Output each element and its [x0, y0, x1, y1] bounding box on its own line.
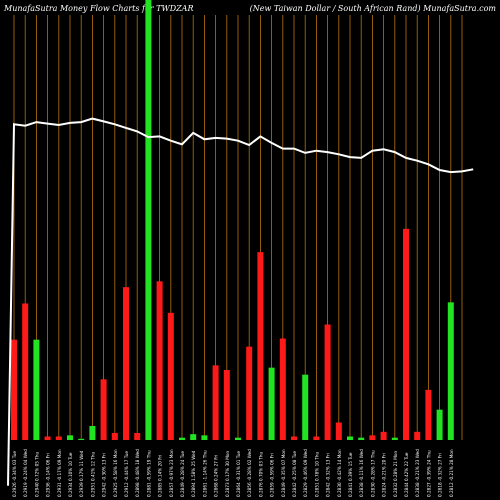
volume-bar: [279, 338, 286, 440]
x-tick-label: 0.2885 0.14% 20 Fri: [158, 455, 163, 497]
volume-bar: [67, 435, 73, 440]
x-tick-label: 0.2818 -0.32% 27 Fri: [438, 453, 443, 497]
x-tick-label: 0.2876 0.70% 03 Thu: [258, 452, 263, 497]
x-tick-label: 0.2925 -0.58% 16 Mon: [113, 449, 118, 497]
x-tick-label: 0.2936 -0.14% 06 Fri: [46, 453, 51, 497]
volume-bar: [291, 436, 297, 440]
x-tick-label: 0.2859 -0.59% 06 Fri: [270, 453, 275, 497]
volume-bar: [403, 228, 409, 440]
x-tick-label: 0.2873 0.17% 30 Mon: [225, 451, 230, 497]
x-tick-label: 0.2942 -0.30% 13 Fri: [102, 453, 107, 497]
volume-bar: [235, 437, 241, 440]
x-tick-label: 0.2844 0.42% 22 Tue: [404, 452, 409, 497]
volume-bar: [55, 436, 62, 440]
volume-bar: [347, 436, 353, 440]
price-line-layer: [7, 117, 474, 486]
x-tick-label: 0.2841 0.39% 15 Tue: [348, 452, 353, 497]
x-tick-label: 0.2881 -0.59% 19 Thu: [146, 450, 151, 497]
x-tick-label: 0.2894 1.58% 25 Wed: [191, 450, 196, 497]
volume-bar: [391, 437, 398, 440]
volume-bar: [22, 303, 29, 440]
volume-bar: [111, 433, 118, 440]
x-tick-label: 0.2838 -0.11% 16 Wed: [359, 449, 364, 497]
volume-bar: [134, 433, 141, 440]
volume-bar: [425, 389, 432, 440]
volume-bar: [380, 431, 387, 440]
volume-bar: [223, 370, 230, 440]
x-tick-label: 0.2857 -0.97% 23 Mon: [169, 449, 174, 497]
x-tick-label: 0.2951 0.41% 12 Thu: [90, 452, 95, 497]
volume-bar: [156, 281, 163, 440]
x-tick-label: 0.2832 0.28% 21 Mon: [393, 451, 398, 497]
x-tick-label: 0.2829 -0.46% 09 Wed: [303, 449, 308, 497]
x-tick-label: 0.2830 -0.28% 17 Thu: [370, 450, 375, 497]
volume-bar: [201, 435, 208, 440]
volume-bar: [190, 434, 197, 440]
x-tick-label: 0.2919 -0.24% 04 Wed: [23, 449, 28, 497]
x-tick-label: 0.2931 -0.17% 09 Mon: [57, 449, 62, 497]
x-tick-label: 0.2830 -0.42% 14 Mon: [337, 449, 342, 497]
volume-bar: [313, 436, 320, 440]
volume-bar: [33, 339, 40, 440]
volume-bar: [167, 312, 174, 440]
x-tick-label: 0.2939 0.17% 11 Wed: [79, 450, 84, 497]
x-tick-label: 0.2864 -0.31% 01 Tue: [236, 451, 241, 497]
x-tick-label: 0.2898 -0.48% 18 Wed: [135, 449, 140, 497]
x-tick-label: 0.2926 -0.34% 03 Tue: [12, 451, 17, 497]
x-tick-label: 0.2827 -0.39% 24 Thu: [426, 450, 431, 497]
price-line: [7, 117, 474, 486]
x-tick-label: 0.2824 -0.21% 20 Fri: [382, 453, 387, 497]
volume-bar: [257, 252, 264, 440]
x-tick-label: 0.2842 -0.25% 08 Tue: [292, 451, 297, 497]
volume-bar: [358, 437, 365, 440]
volume-bar: [447, 302, 454, 440]
x-axis-labels: 0.2926 -0.34% 03 Tue 0.2919 -0.24% 04 Wed…: [12, 449, 454, 497]
x-tick-label: 0.2861 -1.14% 26 Thu: [202, 450, 207, 497]
x-tick-label: 0.2912 -0.44% 17 Tue: [124, 451, 129, 497]
x-tick-label: 0.2849 -0.35% 07 Mon: [281, 449, 286, 497]
x-tick-label: 0.2838 -0.21% 23 Wed: [415, 449, 420, 497]
volume-bar: [302, 374, 309, 440]
volume-bar: [324, 324, 331, 440]
x-tick-label: 0.2868 0.24% 27 Fri: [214, 455, 219, 497]
x-tick-label: 0.2856 -0.28% 02 Wed: [247, 449, 252, 497]
volume-bar: [246, 346, 253, 440]
volume-bar: [11, 339, 17, 440]
volume-bar: [369, 435, 376, 440]
volume-bar: [335, 422, 342, 440]
volume-bar: [44, 436, 51, 440]
volume-bar: [414, 431, 421, 440]
volume-bar: [100, 379, 107, 440]
volume-bar: [436, 409, 443, 440]
volume-bar: [145, 0, 152, 440]
grid-lines: [13, 15, 463, 440]
volume-bar: [89, 426, 96, 440]
x-tick-label: 0.2842 -0.32% 13 Fri: [326, 453, 331, 497]
volume-bar: [268, 367, 275, 440]
chart-title: MunafaSutra Money Flow Charts for TWDZAR: [4, 4, 194, 13]
x-tick-label: 0.2851 0.78% 10 Thu: [314, 452, 319, 497]
x-tick-label: 0.2812 -0.21% 28 Mon: [449, 449, 454, 497]
x-tick-label: 0.2934 0.10% 10 Tue: [68, 452, 73, 497]
volume-bar: [123, 287, 129, 440]
volume-bar: [78, 438, 85, 440]
x-tick-label: 0.2940 0.72% 05 Thu: [34, 452, 39, 497]
chart-subtitle: (New Taiwan Dollar / South African Rand)…: [249, 4, 496, 13]
volume-bars: [11, 0, 454, 440]
x-tick-label: 0.2849 -0.28% 24 Tue: [180, 451, 185, 497]
volume-bar: [179, 437, 185, 440]
volume-bar: [212, 365, 219, 440]
